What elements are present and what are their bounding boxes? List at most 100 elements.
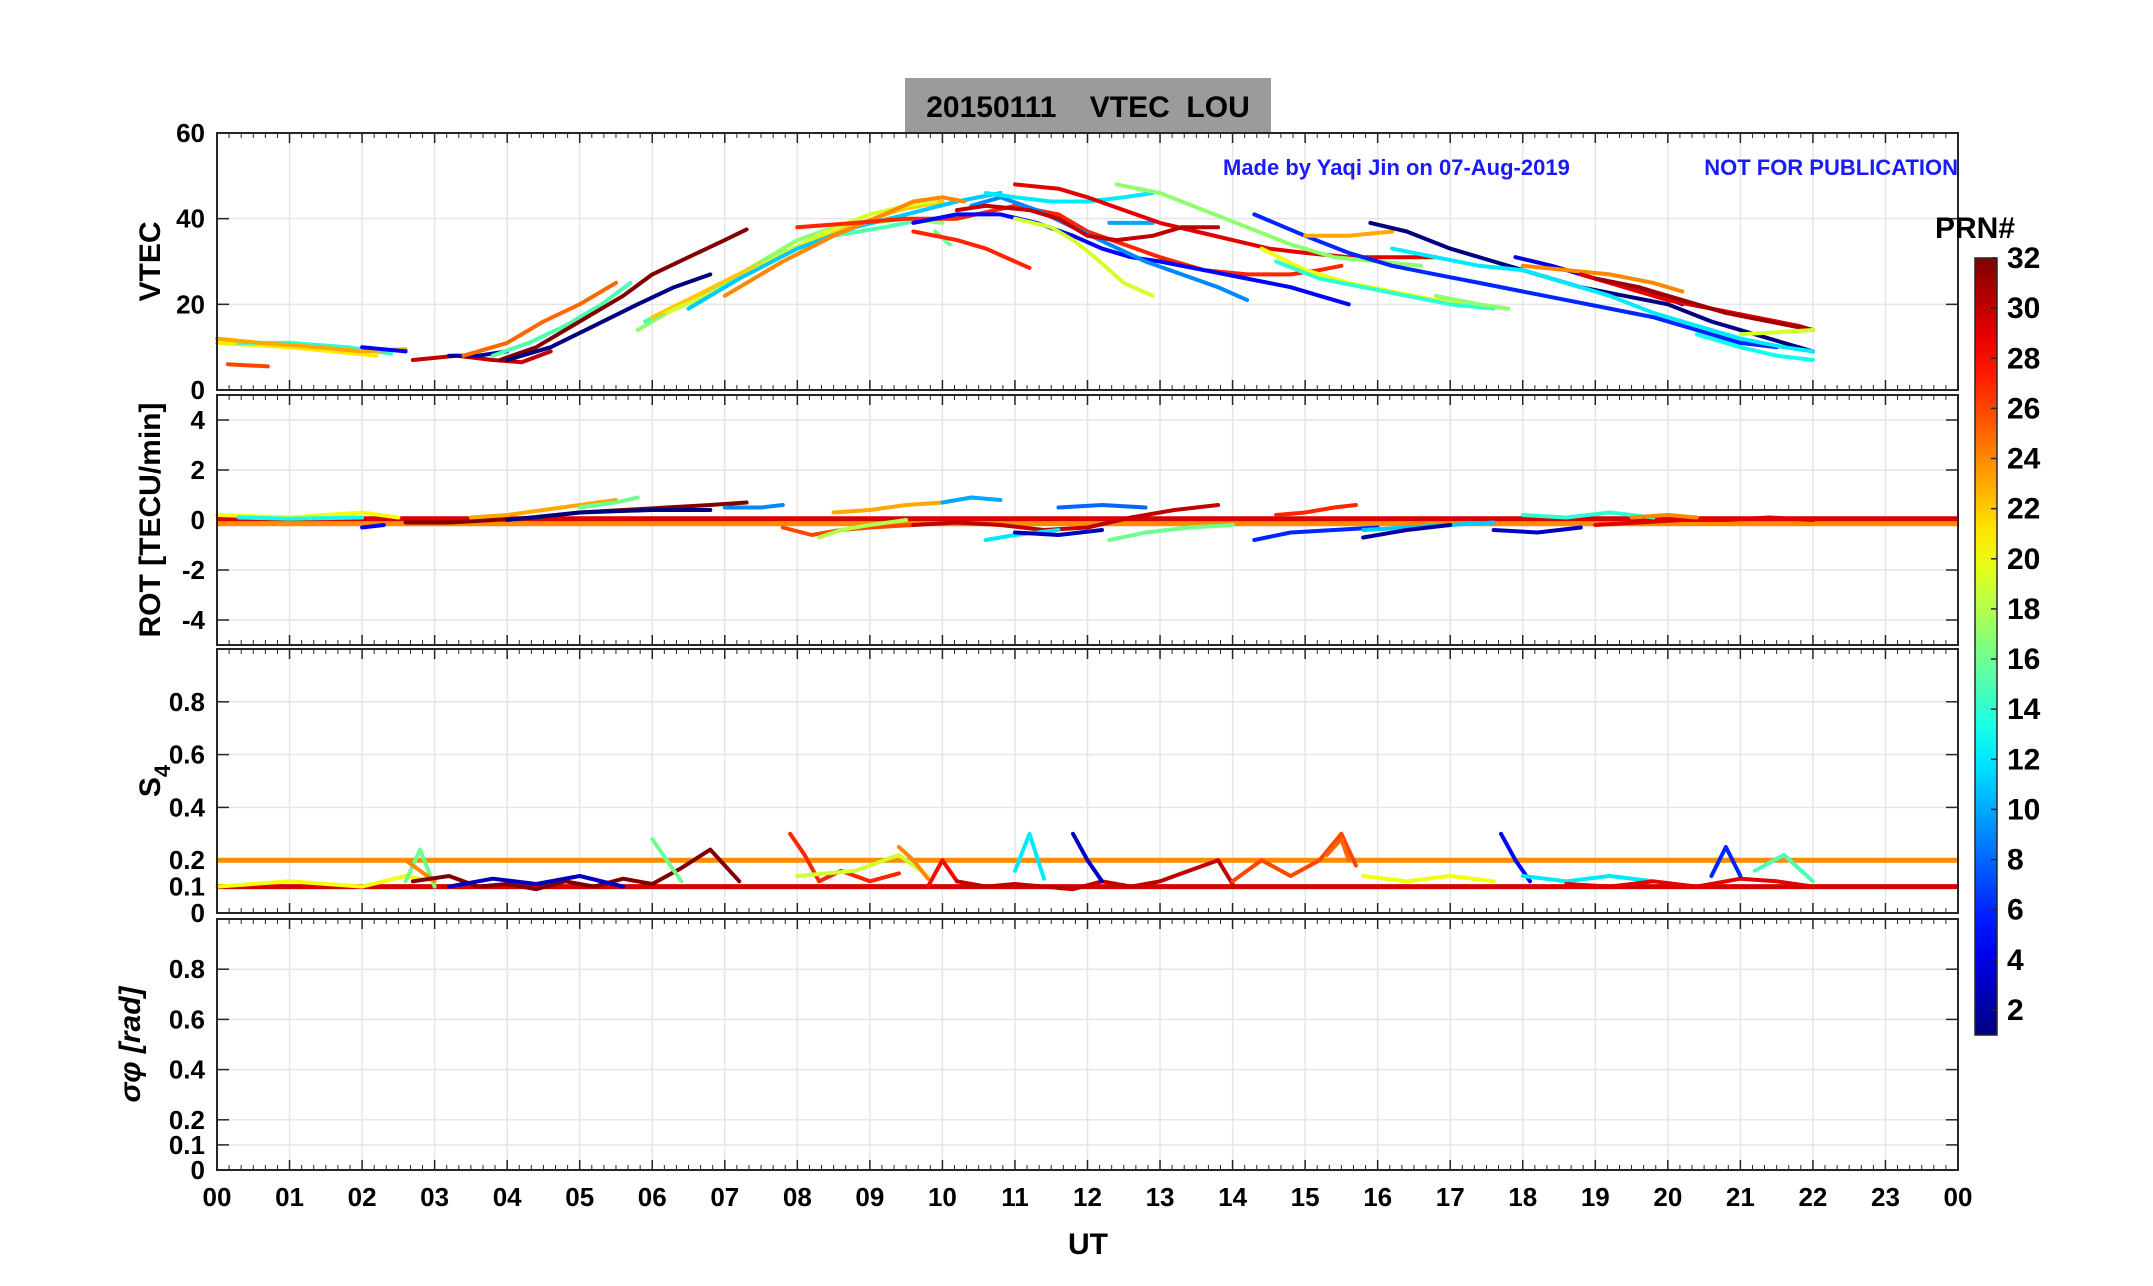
series-prn-9 [969,195,1250,303]
series-prn-30 [954,203,1221,243]
series-prn-23 [831,500,945,515]
series-prn-23 [468,498,618,520]
series-prn-24 [896,845,930,881]
series-prn-18 [817,518,909,540]
y-tick-label: 0.4 [169,1055,206,1085]
colorbar-tick-label: 6 [2007,894,2024,927]
series-prn-8 [1056,503,1148,510]
series-prn-20 [1361,874,1496,884]
series-prn-1 [1368,220,1815,354]
series-prn-27 [1274,503,1358,517]
series-prn-13 [236,515,365,521]
x-tick-label: 09 [855,1182,884,1212]
series-prn-12 [983,191,1155,204]
grid [216,919,1959,1171]
colorbar-tick-label: 32 [2007,242,2040,275]
colorbar-tick-label: 2 [2007,994,2024,1027]
series-prn-19 [1013,216,1155,298]
x-tick-label: 08 [783,1182,812,1212]
y-tick-label: 0 [191,375,205,405]
panel-rot: -4 -2 0 2 4 ROT [TECU/min] [134,394,1959,646]
y-axis-label-vtec: VTEC [134,221,167,301]
y-tick-label: 20 [176,289,205,319]
series-prn-2 [1361,523,1453,540]
x-tick-label: 15 [1291,1182,1320,1212]
series-prn-14 [1520,510,1656,520]
series-prn-3 [1491,525,1583,535]
x-tick-label: 13 [1146,1182,1175,1212]
series-prn-9 [722,503,785,510]
series-prn-19 [795,852,930,878]
y-axis-label-rot: ROT [TECU/min] [134,403,167,638]
x-tick-label: 22 [1798,1182,1827,1212]
series-prn-31 [1593,276,1815,332]
series-group [215,831,1815,892]
series-prn-23 [215,336,408,354]
y-tick-label: 0.2 [169,845,205,875]
y-tick-label: 0 [191,898,205,928]
x-tick-label: 10 [928,1182,957,1212]
colorbar-gradient [1974,257,1998,1036]
x-tick-label: 14 [1218,1182,1247,1212]
series-prn-12 [1390,246,1815,354]
x-tick-label: 19 [1581,1182,1610,1212]
series-prn-6 [1252,212,1779,350]
series-prn-16 [1107,523,1235,542]
series-prn-5 [360,523,386,530]
colorbar-tick-label: 18 [2007,593,2040,626]
colorbar-tick-label: 22 [2007,493,2040,526]
y-tick-label: -4 [182,605,206,635]
series-prn-32 [497,227,749,362]
series-group [215,495,1815,542]
series-prn-24 [722,195,967,298]
series-prn-12 [1520,874,1656,884]
series-prn-30 [911,503,1221,532]
colorbar-tick-label: 10 [2007,793,2040,826]
colorbar-tick-label: 24 [2007,443,2041,476]
series-prn-14 [1274,259,1496,311]
x-tick-label: 00 [203,1182,232,1212]
series-prn-6 [1709,845,1743,878]
panel-vtec: 0 20 40 60 VTEC [134,118,1959,405]
series-prn-29 [1593,515,1815,527]
colorbar-tick-label: 8 [2007,844,2024,877]
y-tick-label: 0.4 [169,792,206,822]
x-tick-label: 07 [710,1182,739,1212]
series-prn-26 [1230,831,1358,884]
axes-frame [216,918,1959,1171]
series-prn-1 [505,508,713,522]
series-prn-27 [911,229,1032,270]
series-prn-16 [577,495,640,510]
series-prn-28 [925,858,959,889]
x-tick-label: 17 [1436,1182,1465,1212]
series-prn-26 [225,362,270,369]
credit-text: Made by Yaqi Jin on 07-Aug-2019 [1223,155,1570,180]
x-tick-label: 01 [275,1182,304,1212]
x-tick-label: 21 [1726,1182,1755,1212]
notice-text: NOT FOR PUBLICATION [1704,155,1958,180]
y-tick-label: 4 [191,405,206,435]
axes-frame [216,648,1959,914]
series-prn-16 [403,847,437,889]
series-prn-25 [461,280,618,358]
series-prn-1 [505,272,713,362]
colorbar-tick-label: 26 [2007,392,2040,425]
y-tick-label: 0.1 [169,872,205,902]
colorbar-tick-label: 4 [2007,944,2024,977]
colorbar-tick-label: 16 [2007,643,2040,676]
colorbar-tick-label: 30 [2007,292,2040,325]
series-prn-3 [447,874,626,889]
y-tick-label: 0.8 [169,687,205,717]
y-tick-label: 0.6 [169,1004,205,1034]
colorbar-tick-label: 12 [2007,743,2040,776]
series-prn-5 [1499,831,1532,884]
title-box: 20150111 VTEC LOU [905,78,1271,132]
series-group [215,182,1815,369]
x-tick-label: 18 [1508,1182,1537,1212]
y-tick-label: 40 [176,204,205,234]
series-prn-30 [410,349,553,365]
axes-frame [216,132,1959,391]
x-tick-label: 04 [493,1182,522,1212]
y-axis-label-sigma_phi: σφ [rad] [114,985,147,1102]
